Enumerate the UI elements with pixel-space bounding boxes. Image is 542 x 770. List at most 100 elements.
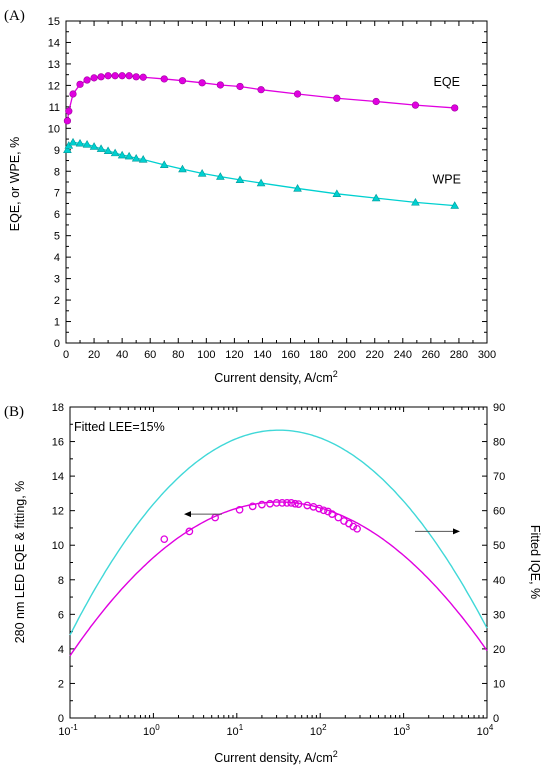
- panel-a-xtick-label: 120: [225, 349, 243, 361]
- panel-b-point-eqe: [287, 499, 296, 507]
- panel-a-point-wpe: [124, 151, 134, 160]
- panel-b-point-eqe: [185, 527, 194, 536]
- panel-b-xtick-label: 102: [310, 723, 327, 738]
- panel-a-xtick-label: 200: [337, 349, 355, 361]
- panel-a-point-eqe: [333, 94, 341, 102]
- panel-a-point-eqe: [236, 82, 244, 91]
- panel-b-frame: [69, 406, 488, 719]
- panel-a-point-wpe: [75, 138, 85, 147]
- panel-a-point-wpe: [293, 184, 302, 192]
- panel-a-point-eqe: [69, 90, 77, 98]
- panel-b-y2tick-label: 90: [493, 402, 505, 414]
- panel-b-y2tick-label: 10: [493, 678, 505, 690]
- panel-b-point-eqe: [278, 499, 287, 507]
- panel-a-point-eqe: [178, 77, 187, 85]
- panel-a-point-eqe: [216, 81, 224, 89]
- panel-b-point-eqe: [294, 500, 303, 508]
- panel-a-ytick-label: 4: [54, 252, 60, 264]
- panel-b-point-eqe: [235, 505, 244, 514]
- panel-a-legend-eqe: EQE: [434, 75, 460, 89]
- panel-a-ytick-label: 5: [54, 231, 60, 243]
- panel-b-point-eqe: [319, 506, 328, 515]
- panel-a-frame: [65, 20, 488, 344]
- panel-a-point-eqe: [451, 104, 459, 112]
- panel-a-ytick-label: 8: [54, 166, 60, 178]
- panel-a-point-wpe: [131, 153, 141, 162]
- panel-b-axes: 10-1 100 101 102 103 104024681012141618010203…: [52, 402, 506, 738]
- panel-a-point-wpe: [110, 148, 120, 157]
- panel-b-y2label: Fitted IQE, %: [528, 525, 542, 599]
- panel-b-annotation: Fitted LEE=15%: [74, 420, 165, 434]
- left-axis-arrowhead: [184, 511, 191, 518]
- panel-a-point-eqe: [125, 72, 133, 80]
- panel-a-point-wpe: [138, 155, 148, 163]
- panel-a-point-eqe: [104, 72, 112, 80]
- panel-b-ytick-label: 18: [52, 402, 64, 414]
- panel-b-point-eqe: [266, 499, 274, 508]
- panel-a-point-wpe: [68, 137, 78, 146]
- panel-b-eqe-fit-curve: [69, 501, 488, 657]
- panel-a-ytick-label: 9: [54, 145, 60, 157]
- panel-a-ytick-label: 6: [54, 209, 60, 221]
- panel-a-point-wpe: [117, 150, 127, 159]
- panel-a-point-wpe: [216, 172, 225, 180]
- panel-a-point-wpe: [178, 164, 187, 173]
- panel-a-ytick-label: 11: [49, 102, 60, 114]
- panel-b-iqe-curve: [69, 429, 488, 636]
- panel-b-ytick-label: 8: [58, 575, 64, 587]
- panel-b-point-eqe: [248, 502, 257, 511]
- panel-b-point-eqe: [353, 524, 361, 533]
- panel-b-xtick-label: 100: [143, 723, 160, 738]
- panel-a-ytick-label: 14: [48, 37, 60, 49]
- panel-a-ytick-label: 13: [48, 59, 60, 71]
- panel-a-point-eqe: [160, 75, 168, 83]
- right-axis-arrowhead: [453, 528, 460, 535]
- panel-a-label: (A): [4, 8, 25, 24]
- panel-b-label: (B): [4, 404, 24, 420]
- panel-b-ytick-label: 2: [58, 678, 64, 690]
- panel-a-point-eqe: [111, 72, 119, 80]
- panel-a-xtick-label: 40: [116, 349, 128, 361]
- panel-a-point-wpe: [197, 169, 207, 177]
- panel-b-y2tick-label: 40: [493, 575, 505, 587]
- panel-a-ylabel: EQE, or WPE, %: [8, 137, 22, 231]
- panel-a-point-eqe: [411, 101, 420, 109]
- panel-a-xtick-label: 160: [281, 349, 299, 361]
- panel-a-ytick-label: 7: [54, 188, 60, 200]
- panel-a-ytick-label: 12: [48, 80, 60, 92]
- panel-b-xtick-label: 104: [477, 723, 494, 738]
- panel-a-point-wpe: [256, 178, 266, 187]
- panel-a-xtick-label: 60: [144, 349, 156, 361]
- panel-b-ytick-label: 12: [52, 506, 64, 518]
- panel-a-point-wpe: [82, 140, 92, 148]
- panel-b-ytick-label: 16: [52, 437, 64, 449]
- panel-b-ytick-label: 14: [52, 471, 64, 483]
- panel-a-xtick-label: 280: [450, 349, 468, 361]
- panel-a-point-wpe: [450, 201, 460, 209]
- panel-a-xlabel: Current density, A/cm2: [214, 369, 338, 385]
- panel-b-ytick-label: 10: [52, 540, 64, 552]
- panel-b: (B) 10-1 100 101 102 103 10402468101214161801…: [4, 402, 542, 765]
- panel-b-xlabel: Current density, A/cm2: [214, 749, 338, 765]
- panel-b-point-eqe: [283, 499, 291, 507]
- panel-b-y2tick-label: 30: [493, 609, 505, 621]
- panel-a-xtick-label: 140: [253, 349, 271, 361]
- panel-a-ytick-label: 3: [54, 274, 60, 286]
- panel-b-y2tick-label: 60: [493, 506, 505, 518]
- panel-a-point-eqe: [90, 74, 98, 82]
- panel-b-ytick-label: 0: [58, 713, 64, 725]
- panel-a-ytick-label: 15: [48, 16, 60, 28]
- panel-a-xtick-label: 300: [478, 349, 496, 361]
- panel-a-line-eqe: [66, 75, 455, 121]
- panel-b-point-eqe: [334, 513, 343, 522]
- panel-a-ytick-label: 2: [54, 295, 60, 307]
- panel-a-xtick-label: 180: [309, 349, 327, 361]
- panel-a-xtick-label: 20: [88, 349, 100, 361]
- panel-b-ytick-label: 6: [58, 609, 64, 621]
- panel-a-point-eqe: [139, 73, 147, 81]
- panel-a-xtick-label: 100: [197, 349, 215, 361]
- panel-a-point-wpe: [96, 144, 106, 152]
- panel-a-point-wpe: [103, 146, 113, 155]
- panel-a-xtick-label: 220: [366, 349, 384, 361]
